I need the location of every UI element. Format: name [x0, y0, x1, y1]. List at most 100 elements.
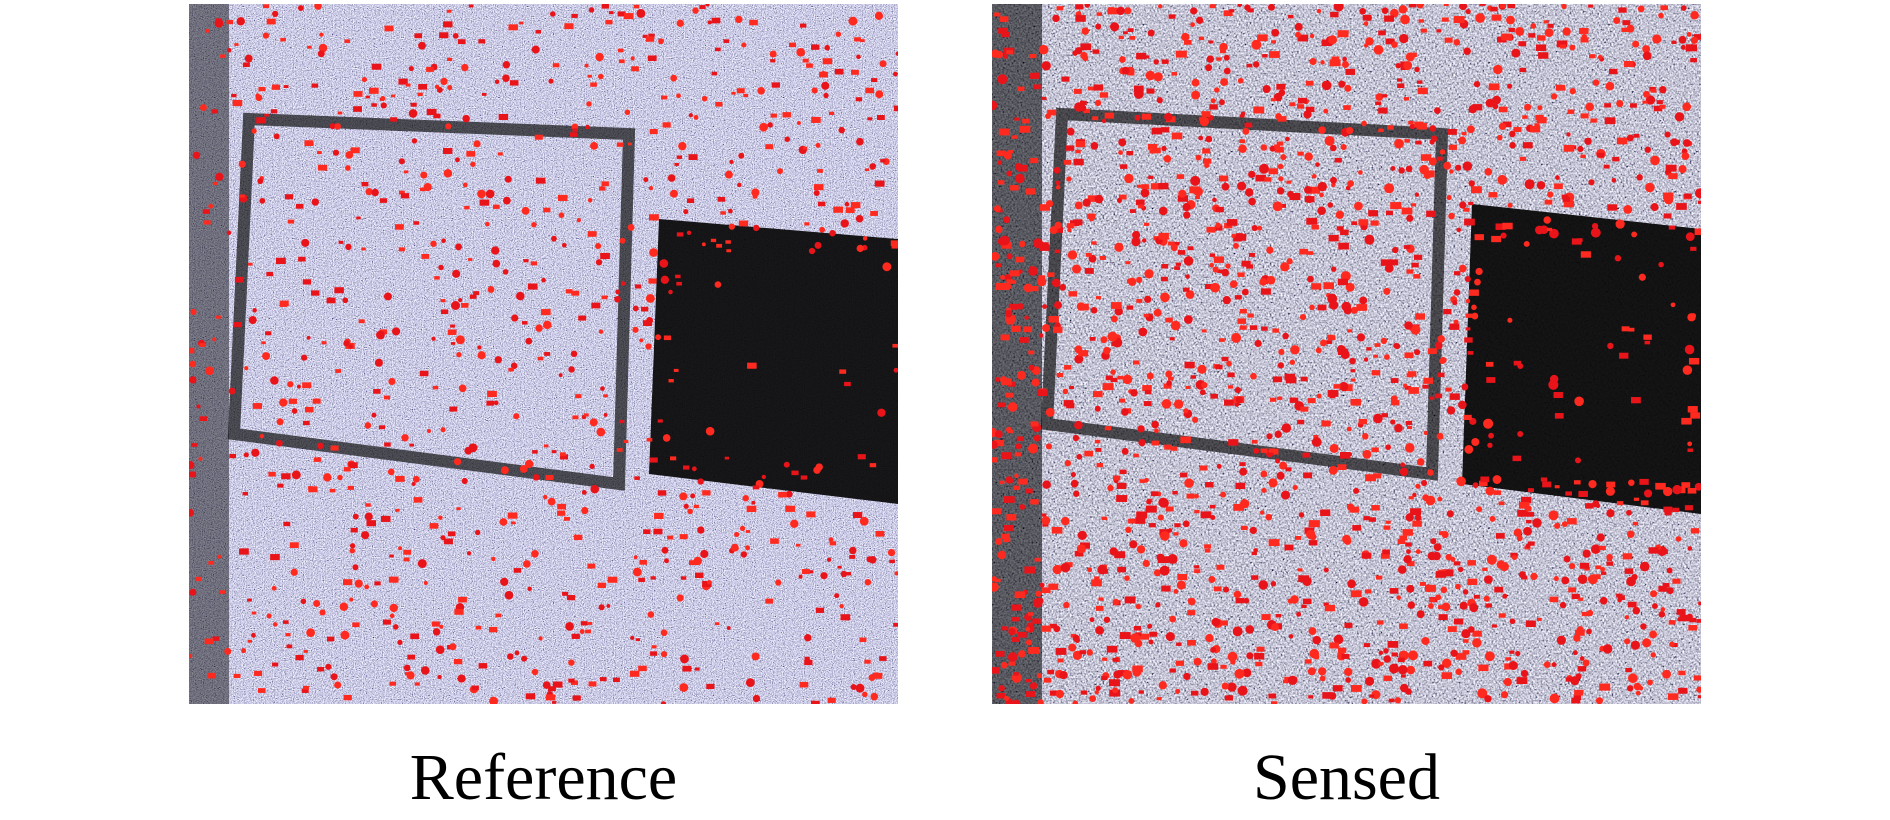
keypoint [288, 398, 298, 404]
keypoint [1246, 63, 1253, 68]
keypoint [799, 681, 809, 688]
keypoint [1213, 586, 1222, 592]
keypoint [1087, 195, 1098, 202]
keypoint [1363, 21, 1369, 26]
keypoint [1652, 34, 1662, 44]
keypoint [1356, 304, 1367, 311]
keypoint [995, 263, 1002, 268]
keypoint [410, 102, 417, 107]
keypoint [680, 654, 689, 664]
keypoint [1532, 518, 1542, 528]
keypoint [1559, 44, 1566, 49]
keypoint [1251, 551, 1257, 556]
keypoint [420, 171, 428, 179]
keypoint [1511, 48, 1521, 58]
keypoint [1031, 378, 1040, 387]
keypoint [1146, 372, 1154, 380]
keypoint [272, 662, 279, 667]
keypoint [1645, 95, 1656, 105]
keypoint [1666, 587, 1674, 595]
keypoint [1096, 12, 1103, 16]
keypoint [1400, 674, 1406, 678]
keypoint [1102, 657, 1108, 661]
keypoint [1453, 561, 1461, 566]
keypoint [1686, 32, 1692, 37]
keypoint [1252, 61, 1260, 68]
keypoint [1041, 587, 1051, 594]
keypoint [1415, 313, 1426, 320]
keypoint [1464, 337, 1473, 343]
keypoint [1664, 131, 1671, 138]
keypoint [746, 505, 757, 512]
keypoint [996, 150, 1006, 157]
keypoint [1151, 147, 1161, 154]
keypoint [347, 485, 355, 490]
keypoint [403, 664, 411, 672]
keypoint [1287, 675, 1298, 686]
keypoint [1437, 496, 1443, 502]
keypoint [663, 335, 672, 341]
keypoint [1224, 695, 1233, 701]
keypoint [1270, 98, 1276, 102]
keypoint [502, 74, 510, 82]
keypoint [636, 9, 646, 18]
keypoint [1201, 381, 1208, 389]
keypoint [1183, 408, 1189, 414]
keypoint [845, 207, 855, 213]
keypoint [1444, 37, 1453, 43]
keypoint [1300, 376, 1308, 382]
keypoint [1421, 636, 1430, 646]
keypoint [1399, 33, 1409, 44]
keypoint [1350, 685, 1362, 692]
keypoint [457, 39, 466, 45]
keypoint [1399, 467, 1409, 477]
keypoint [629, 670, 640, 677]
keypoint [1642, 638, 1652, 648]
keypoint [454, 608, 464, 615]
keypoint [813, 184, 824, 191]
keypoint [1132, 360, 1140, 365]
keypoint [358, 319, 365, 324]
keypoint [1216, 57, 1222, 61]
keypoint [1660, 5, 1669, 11]
keypoint [1006, 308, 1012, 312]
keypoint [1101, 118, 1107, 124]
keypoint [543, 207, 551, 213]
keypoint [1237, 685, 1248, 696]
keypoint [1251, 439, 1258, 444]
keypoint [1060, 562, 1071, 573]
keypoint [1577, 238, 1583, 242]
keypoint [1406, 584, 1415, 593]
keypoint [1577, 145, 1584, 153]
keypoint [675, 274, 681, 279]
keypoint [767, 122, 773, 128]
keypoint [189, 588, 197, 596]
keypoint [1279, 461, 1288, 470]
keypoint [419, 187, 426, 192]
keypoint [455, 157, 460, 163]
keypoint [1404, 352, 1414, 359]
keypoint [688, 560, 697, 566]
keypoint [303, 650, 308, 653]
keypoint [1209, 104, 1218, 110]
keypoint [1116, 495, 1128, 502]
keypoint [992, 582, 999, 592]
keypoint [1090, 141, 1099, 150]
keypoint [647, 55, 657, 61]
keypoint [487, 390, 497, 398]
keypoint [542, 494, 548, 500]
keypoint [1159, 565, 1170, 576]
keypoint [1041, 516, 1051, 525]
keypoint [1685, 44, 1697, 52]
keypoint [1017, 86, 1025, 91]
keypoint [1084, 4, 1091, 8]
keypoint [1606, 553, 1613, 561]
keypoint [633, 4, 640, 9]
keypoint [1389, 8, 1399, 18]
keypoint [1342, 534, 1351, 544]
keypoint [1442, 658, 1452, 668]
keypoint [507, 512, 518, 519]
keypoint [676, 281, 682, 286]
keypoint [1089, 695, 1097, 703]
keypoint [1248, 197, 1256, 206]
